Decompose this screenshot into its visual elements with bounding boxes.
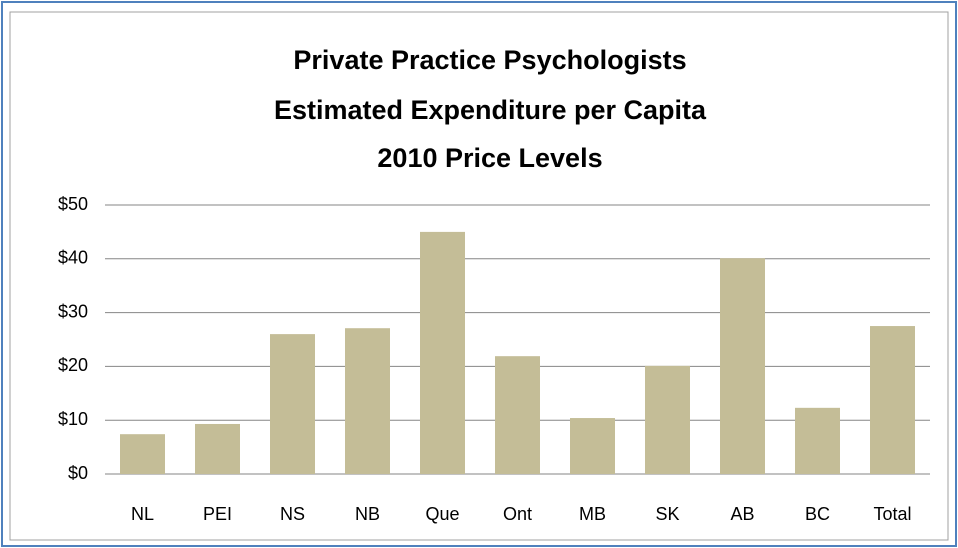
chart-title: 2010 Price Levels	[377, 143, 602, 173]
x-tick-label: AB	[730, 504, 754, 524]
x-tick-label: BC	[805, 504, 830, 524]
bar	[870, 326, 915, 474]
x-tick-label: SK	[655, 504, 679, 524]
bar	[720, 258, 765, 474]
chart-title: Estimated Expenditure per Capita	[274, 95, 707, 125]
x-tick-label: NB	[355, 504, 380, 524]
bar	[120, 434, 165, 474]
bar	[345, 328, 390, 474]
x-tick-label: NS	[280, 504, 305, 524]
bar	[795, 407, 840, 474]
x-tick-label: Ont	[503, 504, 532, 524]
y-tick-label: $50	[58, 194, 88, 214]
chart-title: Private Practice Psychologists	[293, 45, 686, 75]
x-tick-label: Que	[425, 504, 459, 524]
bar	[420, 231, 465, 474]
y-tick-label: $0	[68, 463, 88, 483]
chart-frame	[9, 11, 949, 541]
x-tick-label: PEI	[203, 504, 232, 524]
y-tick-label: $30	[58, 301, 88, 321]
bar	[495, 356, 540, 474]
x-tick-label: MB	[579, 504, 606, 524]
bar	[270, 334, 315, 474]
x-tick-label: NL	[131, 504, 154, 524]
y-tick-label: $20	[58, 355, 88, 375]
x-tick-label: Total	[873, 504, 911, 524]
y-tick-label: $40	[58, 248, 88, 268]
bar	[195, 423, 240, 474]
bar	[570, 418, 615, 474]
bar	[645, 365, 690, 474]
y-tick-label: $10	[58, 409, 88, 429]
